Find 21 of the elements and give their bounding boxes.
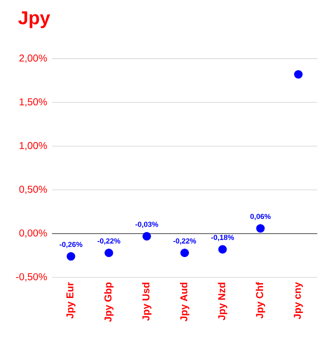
- x-tick-label: Jpy Eur: [66, 282, 76, 319]
- y-tick-label: 0,00%: [19, 229, 47, 238]
- y-tick-label: 0,50%: [19, 186, 47, 194]
- x-tick-label: Jpy Usd: [142, 282, 152, 321]
- x-tick-label: Jpy Aud: [180, 282, 190, 322]
- y-tick-label: 1,00%: [20, 142, 47, 150]
- point: [218, 245, 227, 254]
- x-tick-label: Jpy cny: [294, 282, 303, 320]
- point: [180, 248, 189, 258]
- x-tick-label: Jpy Nzd: [218, 282, 228, 320]
- x-tick-label: Jpy Chf: [256, 282, 266, 319]
- y-tick-label: 2,00%: [19, 54, 47, 63]
- point: [294, 70, 303, 79]
- y-tick-label: -0,50%: [16, 273, 47, 282]
- point: [142, 232, 152, 240]
- y-tick-label: 1,50%: [20, 98, 47, 107]
- chart-title: Jpy: [18, 11, 50, 28]
- point: [66, 252, 76, 261]
- point: [104, 248, 114, 258]
- point: [256, 224, 265, 233]
- x-tick-label: Jpy Gbp: [104, 282, 114, 322]
